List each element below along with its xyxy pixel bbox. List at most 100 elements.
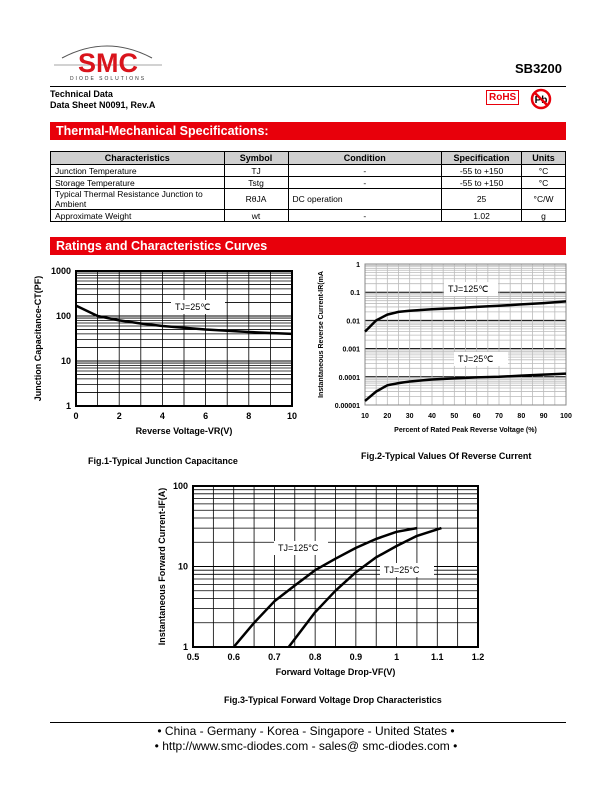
footer-contact: • http://www.smc-diodes.com - sales@ smc… bbox=[154, 739, 458, 753]
column-header: Characteristics bbox=[50, 151, 225, 165]
header-rule bbox=[50, 86, 566, 87]
column-header: Specification bbox=[441, 151, 523, 165]
y-tick-label: 0.00001 bbox=[335, 403, 360, 410]
logo-graphic: SMC DIODE SOLUTIONS bbox=[54, 45, 162, 82]
series-label: TJ=125°C bbox=[278, 543, 319, 553]
cell-condition: - bbox=[287, 164, 443, 177]
series-line bbox=[75, 304, 293, 336]
x-axis-label: Percent of Rated Peak Reverse Voltage (%… bbox=[394, 427, 537, 434]
cell-units: °C bbox=[521, 164, 566, 177]
doc-ref: Data Sheet N0091, Rev.A bbox=[50, 100, 156, 110]
cell-symbol: wt bbox=[223, 209, 289, 222]
y-tick-label: 1 bbox=[183, 642, 188, 652]
plot-frame bbox=[364, 263, 567, 406]
y-tick-label: 100 bbox=[56, 311, 71, 321]
x-tick-label: 0.7 bbox=[268, 652, 281, 662]
y-axis-label: Instantaneous Forward Current-IF(A) bbox=[157, 488, 167, 646]
x-tick-label: 100 bbox=[560, 413, 572, 420]
svg-text:DIODE SOLUTIONS: DIODE SOLUTIONS bbox=[70, 76, 146, 82]
cell-characteristic: Typical Thermal Resistance Junction to A… bbox=[50, 188, 225, 210]
rohs-badge: RoHS bbox=[486, 90, 520, 105]
x-axis-label: Forward Voltage Drop-VF(V) bbox=[276, 667, 396, 677]
cell-condition: - bbox=[287, 176, 443, 189]
cell-characteristic: Storage Temperature bbox=[50, 176, 225, 189]
part-number: SB3200 bbox=[515, 61, 562, 76]
x-tick-label: 80 bbox=[517, 413, 525, 420]
doc-type: Technical Data bbox=[50, 89, 113, 99]
x-tick-label: 2 bbox=[117, 411, 122, 421]
x-tick-label: 70 bbox=[495, 413, 503, 420]
table-row: Storage Temperature Tstg - -55 to +150 °C bbox=[50, 176, 566, 189]
cell-characteristic: Junction Temperature bbox=[50, 164, 225, 177]
x-tick-label: 40 bbox=[428, 413, 436, 420]
x-tick-label: 0.5 bbox=[187, 652, 200, 662]
x-tick-label: 20 bbox=[383, 413, 391, 420]
x-tick-label: 8 bbox=[246, 411, 251, 421]
cell-units: °C bbox=[521, 176, 566, 189]
x-tick-label: 6 bbox=[203, 411, 208, 421]
cell-symbol: TJ bbox=[223, 164, 289, 177]
y-tick-label: 10 bbox=[61, 356, 71, 366]
cell-symbol: RθJA bbox=[223, 188, 289, 210]
pb-free-icon: Pb bbox=[530, 88, 552, 110]
y-tick-label: 100 bbox=[173, 481, 188, 491]
chart-3: 0.5 0.6 0.7 0.8 0.9 1 1.1 1.2 1 10 100 Forward Volt… bbox=[157, 481, 484, 677]
cell-spec: -55 to +150 bbox=[441, 164, 523, 177]
cell-units: °C/W bbox=[521, 188, 566, 210]
x-tick-label: 30 bbox=[406, 413, 414, 420]
x-tick-label: 0.8 bbox=[309, 652, 322, 662]
thermal-section-title: Thermal-Mechanical Specifications: bbox=[50, 122, 566, 140]
y-tick-label: 0.1 bbox=[350, 290, 360, 297]
table-row: Approximate Weight wt -1.02 g bbox=[50, 209, 566, 222]
y-tick-label: 0.001 bbox=[342, 347, 360, 354]
y-tick-label: 0.0001 bbox=[339, 375, 361, 382]
series-line bbox=[364, 372, 567, 402]
series-label: TJ=25℃ bbox=[458, 354, 493, 364]
column-header: Condition bbox=[287, 151, 443, 165]
curves-section-title: Ratings and Characteristics Curves bbox=[50, 237, 566, 255]
cell-spec: -55 to +150 bbox=[441, 176, 523, 189]
series-label-bg bbox=[274, 541, 328, 555]
series-label-bg bbox=[444, 282, 498, 296]
x-tick-label: 50 bbox=[450, 413, 458, 420]
column-header: Units bbox=[521, 151, 566, 165]
x-tick-label: 0.6 bbox=[227, 652, 240, 662]
series-label-bg bbox=[454, 352, 508, 366]
x-axis-label: Reverse Voltage-VR(V) bbox=[136, 426, 233, 436]
table-row: Typical Thermal Resistance Junction to A… bbox=[50, 188, 566, 210]
x-tick-label: 10 bbox=[287, 411, 297, 421]
fig1-caption: Fig.1-Typical Junction Capacitance bbox=[88, 456, 238, 466]
footer-locations: • China - Germany - Korea - Singapore - … bbox=[157, 724, 455, 738]
y-tick-label: 1000 bbox=[51, 266, 71, 276]
y-tick-label: 1 bbox=[356, 262, 360, 269]
series-label: TJ=25°C bbox=[384, 565, 420, 575]
fig2-caption: Fig.2-Typical Values Of Reverse Current bbox=[361, 451, 532, 461]
series-line bbox=[232, 526, 418, 648]
cell-condition: - bbox=[287, 209, 443, 222]
cell-units: g bbox=[521, 209, 566, 222]
footer-rule bbox=[50, 722, 566, 723]
x-tick-label: 1.2 bbox=[472, 652, 485, 662]
y-tick-label: 10 bbox=[178, 562, 188, 572]
cell-symbol: Tstg bbox=[223, 176, 289, 189]
x-tick-label: 4 bbox=[160, 411, 165, 421]
chart-2: 10 20 30 40 50 60 70 80 90 100 0.00001 0.0001 0.001 0… bbox=[318, 262, 572, 434]
cell-spec: 1.02 bbox=[441, 209, 523, 222]
x-tick-label: 60 bbox=[473, 413, 481, 420]
plot-frame bbox=[75, 270, 293, 407]
y-axis-label: Instantaneous Reverse Current-IR(mA bbox=[318, 271, 325, 398]
series-label-bg bbox=[171, 300, 225, 314]
x-tick-label: 0 bbox=[73, 411, 78, 421]
logo: SMC DIODE SOLUTIONS bbox=[52, 40, 164, 82]
table-row: Junction Temperature TJ - -55 to +150 °C bbox=[50, 164, 566, 177]
plot-frame bbox=[192, 485, 479, 648]
y-axis-label: Junction Capacitance-CT(PF) bbox=[33, 276, 43, 402]
column-header: Symbol bbox=[223, 151, 289, 165]
chart-1: 0 2 4 6 8 10 1 10 100 1000 Reverse Voltage-VR(V) Ju… bbox=[33, 266, 297, 436]
x-tick-label: 10 bbox=[361, 413, 369, 420]
y-tick-label: 0.01 bbox=[346, 318, 360, 325]
x-tick-label: 1 bbox=[394, 652, 399, 662]
x-tick-label: 90 bbox=[540, 413, 548, 420]
series-label-bg bbox=[380, 563, 434, 577]
series-line bbox=[287, 526, 442, 648]
